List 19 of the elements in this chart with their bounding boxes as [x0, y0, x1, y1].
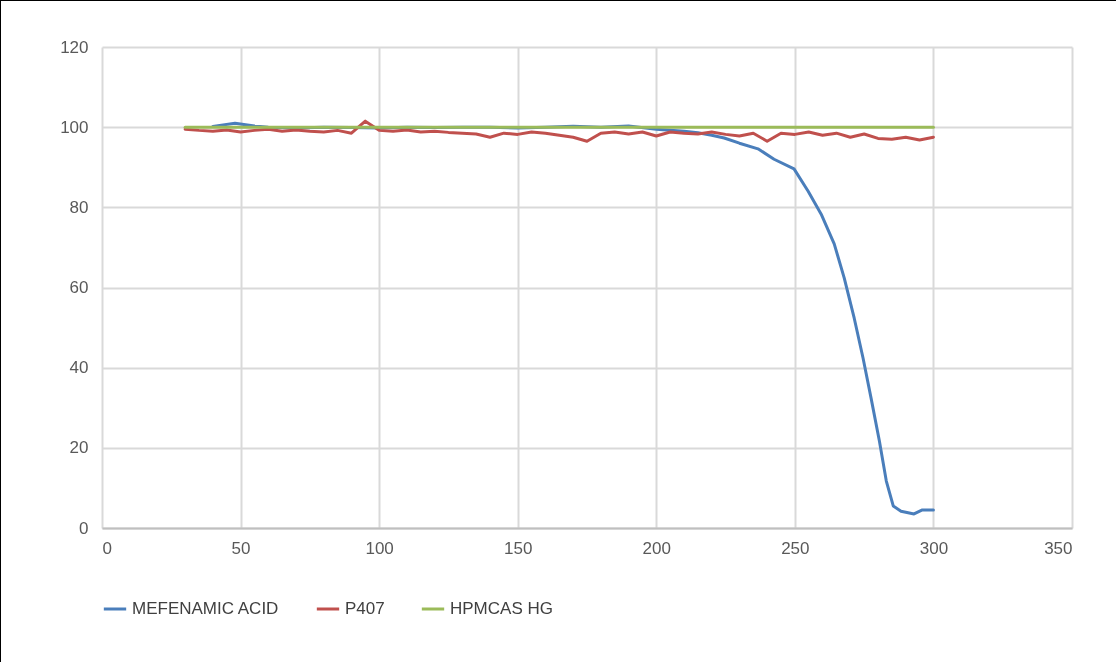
- x-tick-label: 100: [365, 538, 394, 558]
- legend-label: HPMCAS HG: [450, 599, 553, 618]
- legend-label: MEFENAMIC ACID: [132, 599, 279, 618]
- x-tick-label: 350: [1044, 538, 1073, 558]
- x-tick-label: 300: [919, 538, 949, 558]
- y-tick-label: 60: [69, 278, 89, 297]
- y-tick-label: 20: [69, 438, 89, 458]
- y-tick-label: 120: [60, 37, 89, 57]
- x-tick-label: 200: [642, 538, 671, 558]
- line-series: [183, 119, 935, 143]
- x-tick-label: 150: [504, 538, 533, 558]
- x-tick-label: 250: [781, 538, 810, 558]
- legend-label: P407: [345, 599, 385, 618]
- y-tick-label: 100: [60, 117, 89, 137]
- y-tick-label: 0: [79, 518, 89, 538]
- y-tick-label: 80: [69, 197, 89, 217]
- y-tick-label: 40: [69, 358, 89, 378]
- x-tick-label: 0: [102, 538, 112, 558]
- x-tick-label: 50: [231, 538, 251, 558]
